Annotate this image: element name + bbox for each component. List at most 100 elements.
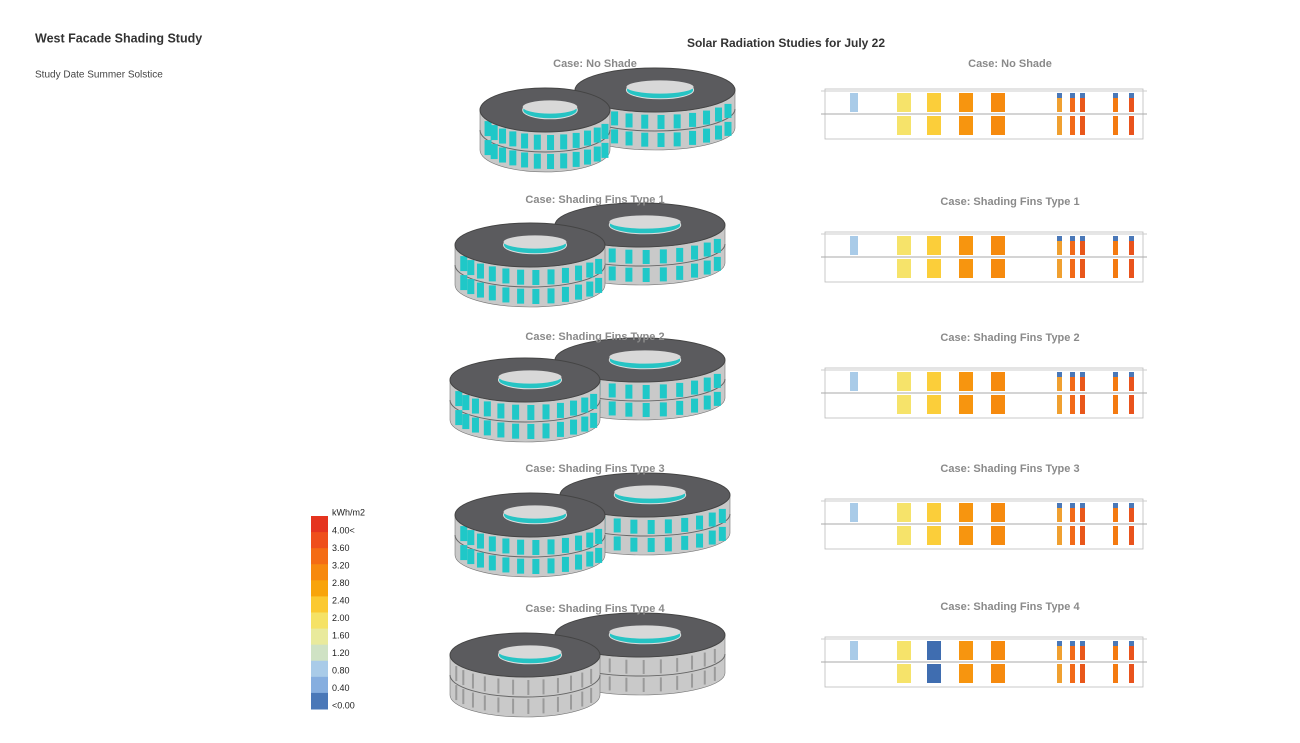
facade-panel — [595, 528, 603, 544]
radiation-panel — [991, 526, 1005, 545]
facade-panel — [462, 670, 465, 686]
facade-panel — [467, 530, 475, 546]
facade-panel — [570, 419, 578, 435]
facade-panel — [642, 384, 650, 399]
facade-panel — [455, 666, 458, 682]
radiation-panel — [1070, 395, 1075, 414]
facade-panel — [542, 679, 545, 695]
radiation-panel — [959, 372, 973, 391]
radiation-panel — [1129, 372, 1134, 377]
facade-panel — [556, 696, 559, 712]
facade-panel — [625, 677, 628, 692]
radiation-panel — [1129, 236, 1134, 241]
facade-panel — [560, 134, 568, 150]
facade-panel — [547, 288, 555, 304]
radiation-panel — [897, 372, 911, 391]
case-label: Case: Shading Fins Type 2 — [525, 331, 664, 343]
legend-swatch — [311, 692, 328, 710]
radiation-panel — [1070, 236, 1075, 255]
radiation-panel — [897, 395, 911, 414]
facade-panel — [512, 679, 515, 695]
facade-panel — [703, 128, 711, 143]
radiation-panel — [927, 503, 941, 522]
facade-panel — [561, 267, 569, 283]
legend-label: 4.00< — [332, 525, 355, 535]
courtyard-top — [503, 235, 567, 249]
facade-panel — [724, 103, 732, 118]
facade-panel — [542, 423, 550, 439]
facade-panel — [659, 384, 667, 399]
facade-panel — [703, 670, 706, 685]
facade-panel — [657, 132, 665, 147]
building-model — [479, 67, 736, 173]
facade-panel — [502, 287, 510, 303]
facade-panel — [713, 648, 716, 663]
facade-panel — [532, 558, 540, 574]
facade-panel — [584, 130, 592, 146]
courtyard-top — [609, 625, 681, 639]
facade-panel — [488, 266, 496, 282]
radiation-panel — [897, 236, 911, 255]
radiation-panel — [991, 395, 1005, 414]
radiation-panel — [850, 503, 858, 522]
facade-panel — [659, 402, 667, 417]
legend-label: 0.40 — [332, 683, 350, 693]
facade-panel — [542, 404, 550, 420]
facade-panel — [611, 111, 619, 126]
facade-panel — [689, 112, 697, 127]
legend-label: 0.80 — [332, 665, 350, 675]
radiation-panel — [959, 93, 973, 112]
facade-panel — [681, 517, 689, 532]
facade-panel — [681, 535, 689, 550]
radiation-panel — [850, 372, 858, 391]
facade-panel — [502, 557, 510, 573]
facade-panel — [625, 249, 633, 264]
facade-panel — [676, 400, 684, 415]
facade-panel — [642, 402, 650, 417]
facade-panel — [572, 151, 580, 167]
facade-panel — [502, 538, 510, 554]
facade-panel — [659, 677, 662, 692]
case-label: Case: Shading Fins Type 3 — [525, 463, 664, 475]
facade-panel — [556, 677, 559, 693]
radiation-panel — [1080, 503, 1085, 522]
facade-panel — [575, 535, 583, 551]
facade-panel — [490, 144, 498, 160]
facade-panel — [556, 402, 564, 418]
facade-panel — [547, 134, 555, 150]
facade-panel — [499, 128, 507, 144]
facade-panel — [527, 698, 530, 714]
radiation-panel — [850, 641, 858, 660]
floor-line — [449, 399, 601, 423]
radiation-panel — [1070, 372, 1075, 391]
case-label: Case: No Shade — [553, 58, 637, 70]
facade-panel — [691, 380, 699, 395]
page-title: West Facade Shading Study — [35, 31, 202, 45]
facade-panel — [471, 673, 474, 689]
radiation-panel — [1057, 503, 1062, 522]
facade-panel — [581, 416, 589, 432]
building-model — [454, 472, 731, 578]
radiation-panel — [897, 116, 911, 135]
facade-panel — [502, 268, 510, 284]
facade-panel — [517, 269, 525, 285]
radiation-panel — [927, 236, 941, 255]
radiation-panel — [1113, 664, 1118, 683]
facade-panel — [676, 382, 684, 397]
facade-panel — [593, 146, 601, 162]
facade-panel — [467, 549, 475, 565]
facade-panel — [584, 149, 592, 165]
radiation-panel — [1057, 503, 1062, 508]
facade-panel — [608, 676, 611, 691]
radiation-panel — [1113, 93, 1118, 112]
radiation-panel — [991, 641, 1005, 660]
radiation-panel — [991, 259, 1005, 278]
facade-panel — [561, 537, 569, 553]
facade-panel — [533, 153, 541, 169]
facade-panel — [483, 401, 491, 417]
case-label: Case: Shading Fins Type 4 — [940, 601, 1080, 613]
case-label: Case: Shading Fins Type 2 — [940, 332, 1079, 344]
radiation-panel — [991, 93, 1005, 112]
radiation-panel — [1129, 526, 1134, 545]
